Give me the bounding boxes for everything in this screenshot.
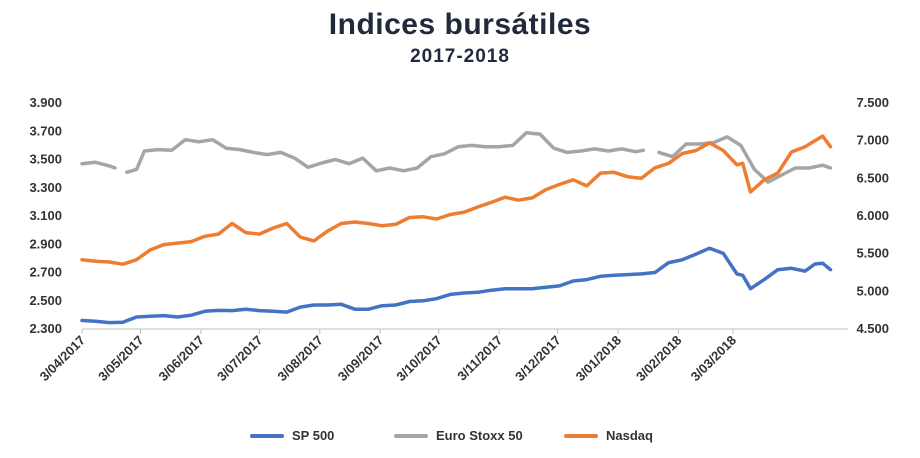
x-axis-ticks: 3/04/2017 3/05/2017 3/06/2017 3/07/2017 3/08… xyxy=(37,329,740,385)
x-tick-label: 3/05/2017 xyxy=(95,333,147,385)
legend-label-nasdaq: Nasdaq xyxy=(606,428,653,443)
chart-title: Indices bursátiles xyxy=(328,8,592,41)
left-tick-label: 2.900 xyxy=(29,236,62,251)
right-tick-label: 6.500 xyxy=(856,170,889,185)
right-tick-label: 4.500 xyxy=(856,321,889,336)
x-tick-label: 3/09/2017 xyxy=(335,333,387,385)
series-line-euro-stoxx-50 xyxy=(80,130,833,184)
x-tick-label: 3/07/2017 xyxy=(214,333,266,385)
x-tick-label: 3/12/2017 xyxy=(512,333,564,385)
x-tick-label: 3/11/2017 xyxy=(454,333,505,384)
legend-item-sp500: SP 500 xyxy=(250,428,334,443)
series-line-sp-500 xyxy=(80,246,833,325)
right-tick-label: 5.500 xyxy=(856,246,889,261)
left-tick-label: 3.700 xyxy=(29,123,62,138)
right-tick-label: 7.000 xyxy=(856,133,889,148)
legend-label-sp500: SP 500 xyxy=(292,428,335,443)
x-tick-label: 3/02/2018 xyxy=(633,333,685,385)
left-axis-ticks: 2.300 2.500 2.700 2.900 3.100 3.300 3.500 3.700… xyxy=(29,95,62,336)
right-axis-ticks: 4.500 5.000 5.500 6.000 6.500 7.000 7.500 xyxy=(856,95,889,336)
x-tick-label: 3/08/2017 xyxy=(274,333,326,385)
x-tick-label: 3/06/2017 xyxy=(156,333,208,385)
left-tick-label: 2.500 xyxy=(29,293,62,308)
x-tick-label: 3/10/2017 xyxy=(393,333,445,385)
chart-subtitle: 2017-2018 xyxy=(410,46,510,67)
right-tick-label: 5.000 xyxy=(856,283,889,298)
right-tick-label: 7.500 xyxy=(856,95,889,110)
left-tick-label: 3.500 xyxy=(29,152,62,167)
left-tick-label: 3.100 xyxy=(29,208,62,223)
legend-swatch-sp500 xyxy=(250,433,284,438)
left-tick-label: 3.900 xyxy=(29,95,62,110)
right-tick-label: 6.000 xyxy=(856,208,889,223)
series-line-nasdaq xyxy=(80,134,833,266)
left-tick-label: 2.700 xyxy=(29,265,62,280)
x-tick-label: 3/04/2017 xyxy=(37,333,89,385)
left-tick-label: 2.300 xyxy=(29,321,62,336)
legend-swatch-euro-stoxx xyxy=(394,433,428,438)
x-tick-label: 3/03/2018 xyxy=(688,333,740,385)
legend-item-nasdaq: Nasdaq xyxy=(564,428,653,443)
legend-swatch-nasdaq xyxy=(564,433,598,438)
left-tick-label: 3.300 xyxy=(29,180,62,195)
x-tick-label: 3/01/2018 xyxy=(573,333,625,385)
legend-item-euro-stoxx: Euro Stoxx 50 xyxy=(394,428,523,443)
legend: SP 500 Euro Stoxx 50 Nasdaq xyxy=(0,428,920,448)
series-layer xyxy=(80,130,833,325)
legend-label-euro-stoxx: Euro Stoxx 50 xyxy=(436,428,523,443)
